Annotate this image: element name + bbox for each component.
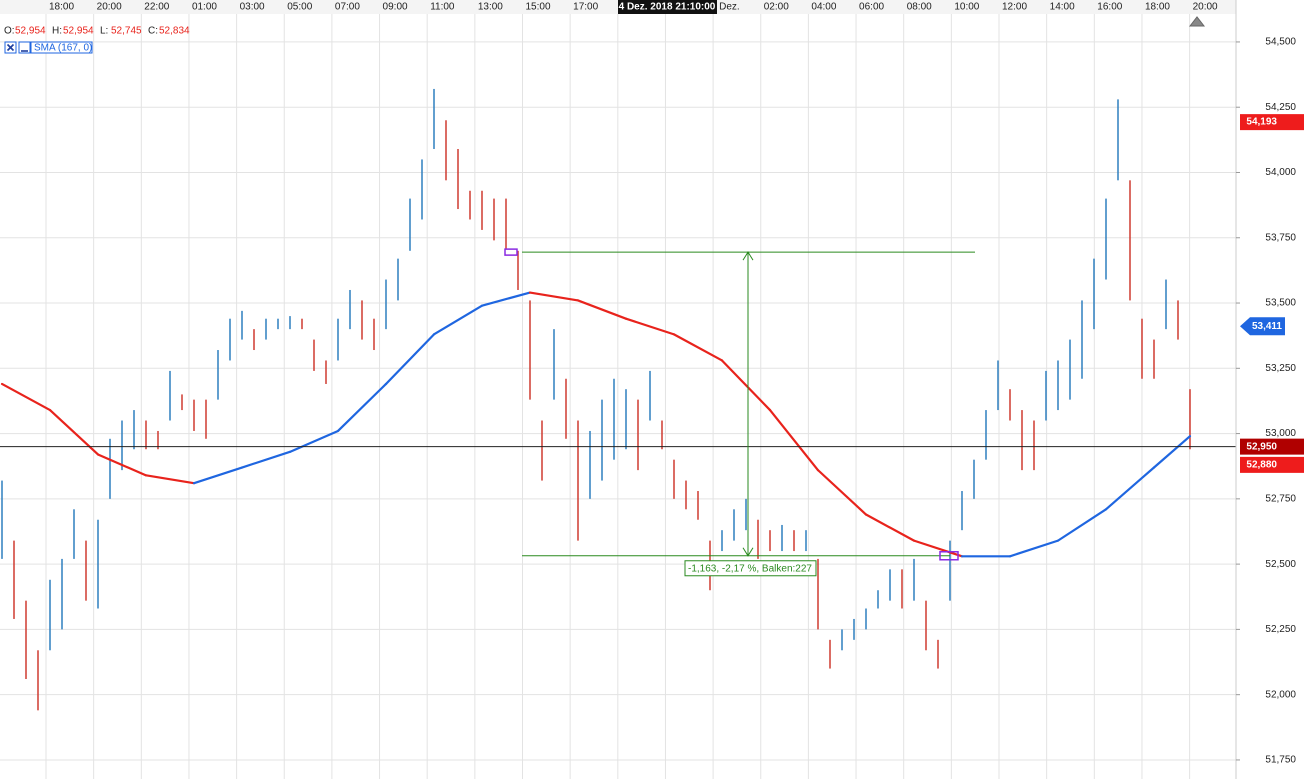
- indicator-box[interactable]: [30, 41, 93, 54]
- timestamp: 4 Dez. 2018 21:10:00: [619, 2, 716, 13]
- x-tick-label: 11:00: [430, 2, 455, 13]
- price-tag-label: 53,411: [1252, 321, 1282, 332]
- sma-segment: [480, 291, 532, 307]
- x-tick-label: 18:00: [49, 2, 74, 13]
- x-tick-label: 09:00: [383, 2, 408, 13]
- price-axis-labels: 54,500 54,250 54,000 53,750 53,500 53,250 53,0…: [1236, 37, 1304, 766]
- y-tick-label: 53,750: [1265, 232, 1296, 243]
- x-tick-label: 08:00: [907, 2, 932, 13]
- timestamp-box: [618, 0, 717, 14]
- sma-segment: [384, 333, 436, 386]
- sma-segment: [96, 453, 148, 477]
- y-tick-label: 53,500: [1265, 298, 1296, 309]
- y-tick-label: 52,500: [1265, 559, 1296, 570]
- measure-anchor[interactable]: [504, 248, 518, 256]
- grid: [0, 14, 1236, 779]
- ohlc-label: L:: [100, 26, 108, 37]
- sma-segment: [1152, 435, 1192, 469]
- y-tick-label: 52,250: [1265, 624, 1296, 635]
- y-tick-label: 54,500: [1265, 37, 1296, 48]
- sma-segment: [288, 429, 340, 453]
- indicator-label: SMA (167, 0): [34, 43, 92, 54]
- sma-segment: [528, 291, 580, 302]
- sma-segment: [336, 382, 388, 433]
- sma-segment: [1104, 466, 1156, 511]
- y-tick-label: 53,000: [1265, 428, 1296, 439]
- sma-segment: [672, 333, 724, 362]
- price-tag: [1240, 438, 1304, 455]
- arrow-head: [742, 251, 754, 557]
- x-tick-label: Dez.: [719, 2, 740, 13]
- marks: [0, 88, 1192, 711]
- price-tag: [1240, 456, 1304, 473]
- sma-segment: [1008, 539, 1060, 558]
- price-tag: [1240, 317, 1285, 336]
- ohlc-value: 52,954: [15, 26, 46, 37]
- sma-segment: [816, 469, 868, 516]
- y-tick-label: 51,750: [1265, 755, 1296, 766]
- sma-segment: [768, 408, 820, 472]
- ohlc-label: H:: [52, 26, 62, 37]
- measure-label: -1,163, -2,17 %, Balken:227: [688, 563, 812, 574]
- sma-segment: [432, 304, 484, 336]
- x-tick-label: 20:00: [1193, 2, 1218, 13]
- price-tag-label: 54,193: [1246, 117, 1277, 128]
- x-tick-label: 14:00: [1050, 2, 1075, 13]
- sma-segment: [144, 474, 196, 485]
- x-tick-label: 18:00: [1145, 2, 1170, 13]
- price-tag: [1240, 114, 1304, 131]
- x-tick-label: 15:00: [526, 2, 551, 13]
- x-tick-label: 01:00: [192, 2, 217, 13]
- x-tick-label: 05:00: [287, 2, 312, 13]
- x-tick-label: 12:00: [1002, 2, 1027, 13]
- ohlc-label: C:: [148, 26, 158, 37]
- overlay: -1,163, -2,17 %, Balken:227: [0, 248, 1236, 577]
- y-tick-label: 52,000: [1265, 689, 1296, 700]
- ohlc-value: 52,834: [159, 26, 190, 37]
- y-tick-label: 52,750: [1265, 493, 1296, 504]
- x-tick-label: 02:00: [764, 2, 789, 13]
- time-axis-labels: 18:00 20:00 22:00 01:00 03:00 05:00 07:00 09:00…: [49, 0, 1218, 14]
- ohlc-value: 52,954: [63, 26, 94, 37]
- close-icon-x: [6, 43, 15, 52]
- y-tick-label: 54,000: [1265, 167, 1296, 178]
- x-tick-label: 03:00: [240, 2, 265, 13]
- y-tick-label: 53,250: [1265, 363, 1296, 374]
- sma-segment: [864, 513, 916, 542]
- x-tick-label: 07:00: [335, 2, 360, 13]
- sma-segment: [192, 466, 244, 485]
- ohlc-value: 52,745: [111, 26, 142, 37]
- ohlc-label: O:: [4, 26, 15, 37]
- home-icon[interactable]: [1188, 16, 1206, 27]
- sma-segment: [1056, 508, 1108, 542]
- x-tick-label: 22:00: [144, 2, 169, 13]
- x-tick-label: 04:00: [811, 2, 836, 13]
- x-tick-label: 20:00: [97, 2, 122, 13]
- sma-segment: [912, 539, 964, 558]
- sma-segment: [624, 317, 676, 336]
- sma-segment: [720, 359, 772, 412]
- price-tag-label: 52,950: [1246, 441, 1277, 452]
- x-tick-label: 06:00: [859, 2, 884, 13]
- x-tick-label: 13:00: [478, 2, 503, 13]
- sma-segment: [576, 299, 628, 320]
- sma-segment: [240, 450, 292, 469]
- x-tick-label: 17:00: [573, 2, 598, 13]
- x-tick-label: 10:00: [954, 2, 979, 13]
- measure-anchor[interactable]: [939, 551, 959, 561]
- legend: SMA (167, 0) O: 52,954 H: 52,954 L: 52,745 C: 5…: [4, 26, 190, 54]
- sma-segment: [0, 382, 52, 412]
- minimize-icon[interactable]: [18, 41, 31, 54]
- price-tag-label: 52,880: [1246, 460, 1277, 471]
- x-tick-label: 16:00: [1097, 2, 1122, 13]
- y-tick-label: 54,250: [1265, 102, 1296, 113]
- measure-label-box: [684, 560, 817, 577]
